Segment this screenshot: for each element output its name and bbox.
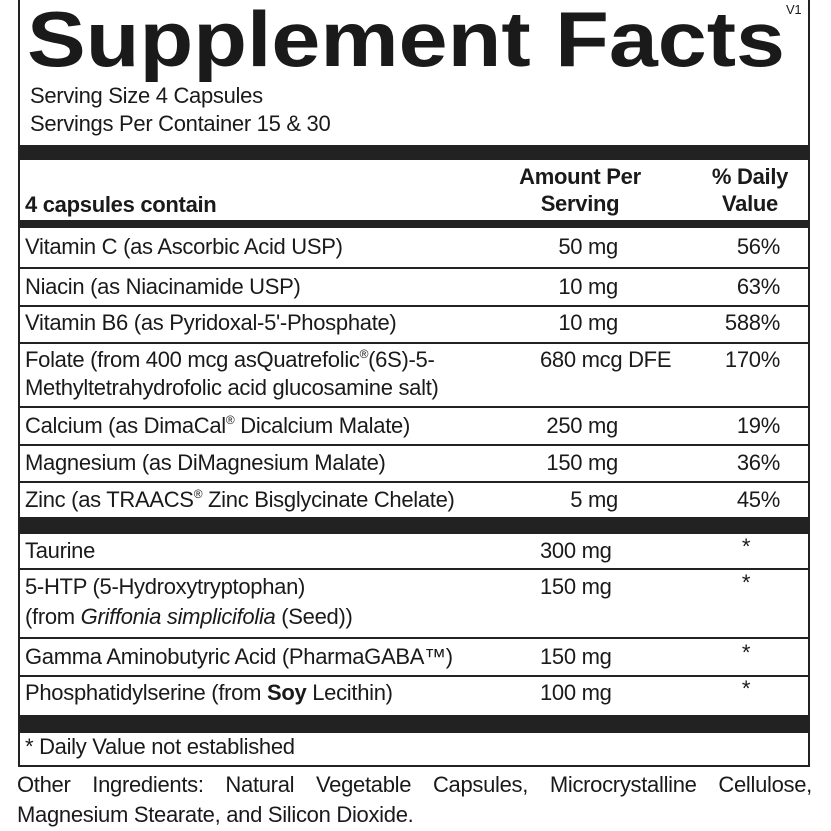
rule	[20, 305, 808, 307]
registered-mark: ®	[359, 347, 369, 361]
rule	[20, 444, 808, 446]
daily-value: 56%	[736, 234, 780, 259]
nutrient-name: Folate (from 400 mcg asQuatrefolic®(6S)-…	[25, 347, 435, 373]
other-ingredients: Magnesium Stearate, and Silicon Dioxide.	[17, 802, 414, 827]
ingredient-name: Phosphatidylserine (from Soy Lecithin)	[25, 680, 393, 706]
nutrient-name: Calcium (as DimaCal® Dicalcium Malate)	[25, 413, 410, 439]
bold-text: Soy	[266, 680, 307, 705]
ingredient-name: 5-HTP (5-Hydroxytryptophan)	[25, 574, 306, 599]
daily-value: *	[741, 640, 751, 665]
rule	[20, 481, 808, 483]
text: Folate (from 400 mcg asQuatrefolic	[25, 347, 360, 372]
rule	[20, 342, 808, 344]
amount: 150 mg	[540, 574, 612, 599]
daily-value: 63%	[736, 274, 780, 299]
column-header: Amount Per	[519, 164, 641, 189]
nutrient-name: Vitamin C (as Ascorbic Acid USP)	[25, 234, 343, 259]
italic-text: Griffonia simplicifolia	[80, 604, 276, 629]
thick-rule	[20, 220, 808, 228]
daily-value: *	[741, 534, 751, 559]
nutrient-name: Magnesium (as DiMagnesium Malate)	[25, 450, 386, 475]
rule	[20, 637, 808, 639]
rule	[20, 675, 808, 677]
amount: 10 mg	[558, 310, 618, 335]
text: Dicalcium Malate)	[234, 413, 410, 438]
daily-value: 45%	[736, 487, 780, 512]
nutrient-name: Niacin (as Niacinamide USP)	[25, 274, 301, 299]
daily-value: *	[741, 676, 751, 701]
serving-size: Serving Size 4 Capsules	[30, 83, 263, 108]
title: Supplement Facts	[27, 0, 785, 83]
column-header: 4 capsules contain	[25, 192, 217, 217]
rule	[20, 267, 808, 269]
text: Phosphatidylserine (from	[25, 680, 267, 705]
amount: 150 mg	[546, 450, 618, 475]
registered-mark: ®	[225, 413, 235, 427]
column-header: Value	[722, 191, 778, 216]
amount: 100 mg	[540, 680, 612, 705]
nutrient-name: Zinc (as TRAACS® Zinc Bisglycinate Chela…	[25, 487, 455, 513]
amount: 5 mg	[570, 487, 618, 512]
column-header: % Daily	[711, 164, 789, 189]
footnote: * Daily Value not established	[25, 734, 295, 759]
title-svg: Supplement Facts	[27, 0, 785, 83]
text: Zinc Bisglycinate Chelate)	[202, 487, 455, 512]
thick-rule	[20, 517, 808, 534]
ingredient-name: Gamma Aminobutyric Acid (PharmaGABA™)	[25, 644, 453, 669]
daily-value: 36%	[736, 450, 780, 475]
text: Lecithin)	[306, 680, 393, 705]
text: (from	[25, 604, 81, 629]
amount: 680 mcg DFE	[540, 347, 672, 372]
amount: 250 mg	[546, 413, 618, 438]
thick-rule	[20, 145, 808, 160]
daily-value: *	[741, 570, 751, 595]
other-ingredients: Other Ingredients: Natural Vegetable Cap…	[17, 772, 812, 797]
amount: 50 mg	[558, 234, 618, 259]
servings-per-container: Servings Per Container 15 & 30	[30, 111, 331, 136]
daily-value: 19%	[736, 413, 780, 438]
nutrient-name: Methyltetrahydrofolic acid glucosamine s…	[25, 375, 439, 400]
column-header: Serving	[540, 191, 620, 216]
nutrient-name: Vitamin B6 (as Pyridoxal-5'-Phosphate)	[25, 310, 397, 335]
text: Zinc (as TRAACS	[25, 487, 194, 512]
amount: 300 mg	[540, 538, 612, 563]
daily-value: 588%	[724, 310, 780, 335]
text: (Seed))	[275, 604, 353, 629]
rule	[20, 568, 808, 570]
ingredient-name: (from Griffonia simplicifolia (Seed))	[25, 604, 353, 630]
amount: 10 mg	[558, 274, 618, 299]
thick-rule	[20, 715, 808, 733]
label-box	[18, 0, 810, 767]
amount: 150 mg	[540, 644, 612, 669]
registered-mark: ®	[193, 487, 203, 501]
version: V1	[786, 2, 802, 17]
rule	[20, 406, 808, 408]
daily-value: 170%	[724, 347, 780, 372]
text: Calcium (as DimaCal	[25, 413, 226, 438]
text: (6S)-5-	[368, 347, 435, 372]
ingredient-name: Taurine	[25, 538, 96, 563]
